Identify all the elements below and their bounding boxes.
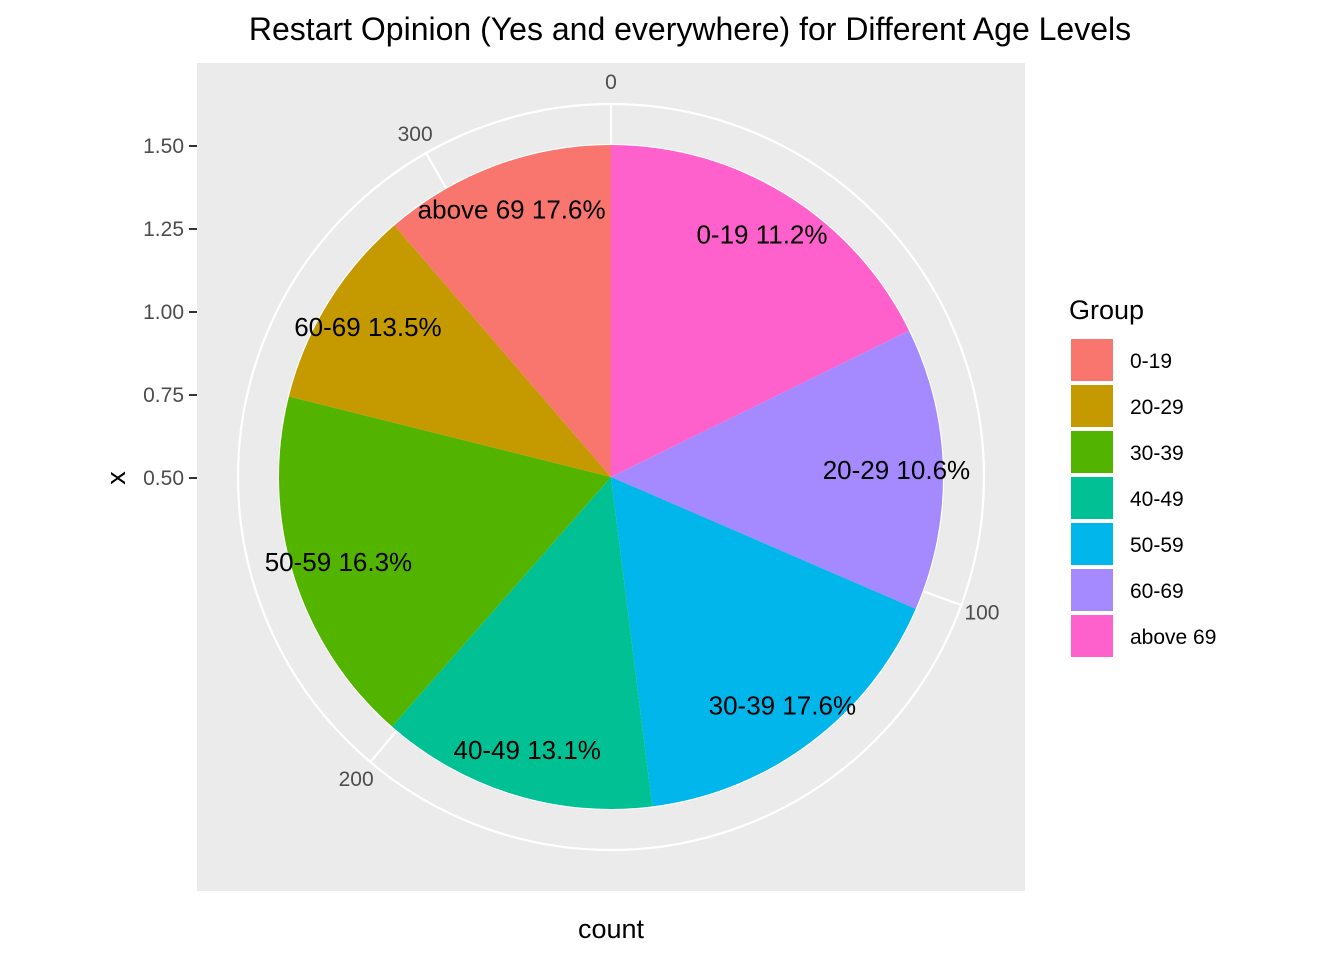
y-tick-label: 1.50	[143, 135, 184, 158]
legend-title: Group	[1069, 295, 1144, 325]
data-label: 30-39 17.6%	[709, 690, 856, 720]
y-tick-label: 0.50	[143, 467, 184, 490]
data-label: above 69 17.6%	[418, 194, 606, 224]
legend-label: 30-39	[1130, 442, 1184, 465]
pie-slice-60-69	[611, 330, 943, 609]
legend-label: 60-69	[1130, 580, 1184, 603]
chart-title: Restart Opinion (Yes and everywhere) for…	[249, 11, 1131, 47]
count-tick-label: 200	[339, 768, 374, 791]
data-label: 20-29 10.6%	[823, 455, 970, 485]
y-tick-label: 1.00	[143, 301, 184, 324]
pie-slice-20-29	[288, 225, 611, 477]
legend-swatch	[1071, 477, 1113, 519]
y-tick-label: 1.25	[143, 218, 184, 241]
legend-label: 20-29	[1130, 396, 1184, 419]
slice-layer	[278, 145, 943, 809]
data-label-layer: 0-19 11.2% 20-29 10.6% 30-39 17.6% 40-49 13…	[265, 194, 970, 765]
data-label: 60-69 13.5%	[294, 312, 441, 342]
pie-slice-30-39	[278, 396, 611, 727]
legend-swatch	[1071, 569, 1113, 611]
count-tick-label: 100	[964, 602, 999, 625]
count-tick-label: 0	[605, 71, 617, 94]
count-tick-label: 300	[398, 123, 433, 146]
legend-swatch	[1071, 615, 1113, 657]
pie-slice-50-59	[611, 477, 916, 807]
y-tick-label: 0.75	[143, 384, 184, 407]
legend: Group 0-19 20-29 30-39 40-49 50-59 60-69 above…	[1069, 295, 1216, 657]
legend-swatch	[1071, 385, 1113, 427]
legend-swatch	[1071, 523, 1113, 565]
legend-label: 0-19	[1130, 350, 1172, 373]
y-axis-title: x	[101, 471, 131, 485]
legend-label: above 69	[1130, 626, 1216, 649]
data-label: 50-59 16.3%	[265, 547, 412, 577]
pie-slice-above-69	[611, 145, 910, 477]
data-label: 40-49 13.1%	[453, 735, 600, 765]
legend-swatch	[1071, 431, 1113, 473]
y-axis: 0.50 0.75 1.00 1.25 1.50	[143, 135, 197, 490]
pie-slice-0-19	[394, 145, 611, 477]
legend-label: 50-59	[1130, 534, 1184, 557]
pie-slice-40-49	[391, 477, 653, 809]
legend-swatch	[1071, 339, 1113, 381]
data-label: 0-19 11.2%	[696, 220, 827, 250]
x-axis-title: count	[578, 914, 645, 944]
legend-label: 40-49	[1130, 488, 1184, 511]
